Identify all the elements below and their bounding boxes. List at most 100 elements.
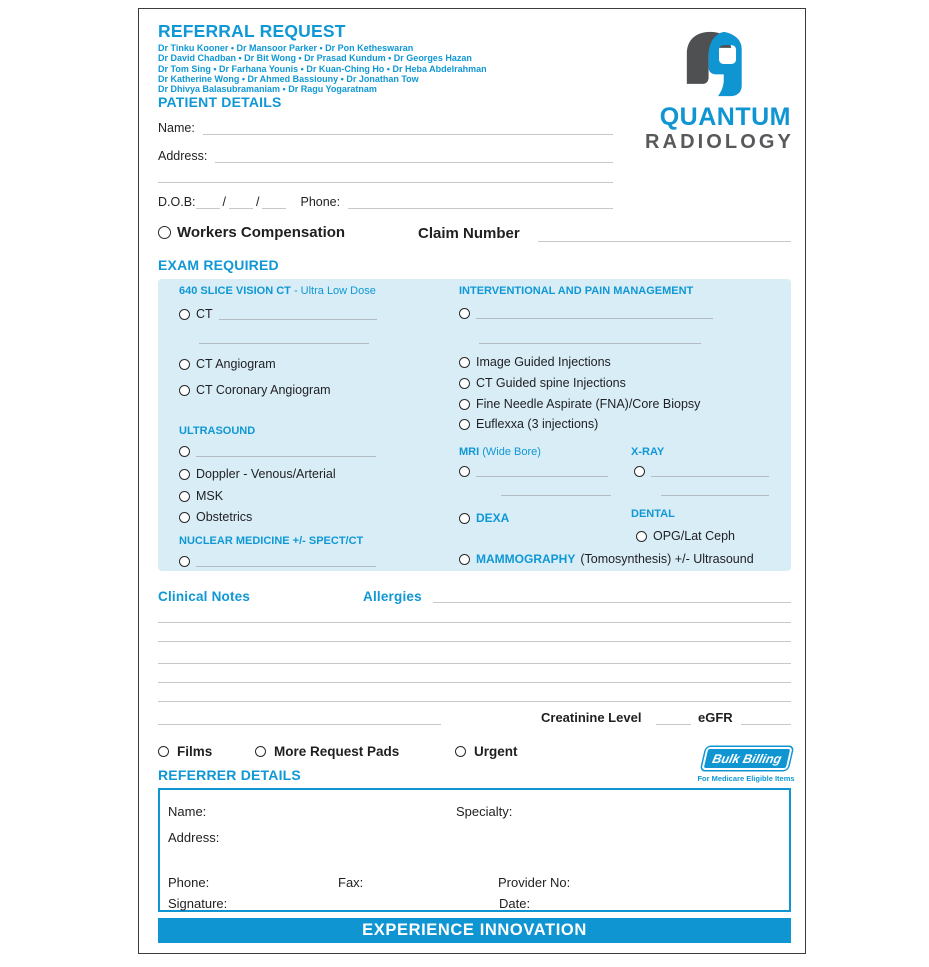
opg-lat-ceph-option: OPG/Lat Ceph	[636, 529, 735, 543]
dob-label: D.O.B:	[158, 195, 196, 209]
euflexxa-radio[interactable]	[459, 418, 470, 430]
more-request-pads-radio[interactable]	[255, 746, 266, 757]
ct-section-title: 640 SLICE VISION CT	[179, 285, 291, 297]
address-label: Address:	[158, 149, 208, 163]
mammography-radio[interactable]	[459, 553, 470, 565]
ct-angiogram-radio[interactable]	[179, 358, 190, 370]
mammography-suffix: (Tomosynthesis) +/- Ultrasound	[580, 552, 754, 566]
mri-input-line-2[interactable]	[501, 495, 611, 496]
doppler-label: Doppler - Venous/Arterial	[196, 467, 336, 481]
bulk-billing-subtext: For Medicare Eligible Items	[697, 774, 795, 783]
workers-compensation-radio[interactable]	[158, 226, 171, 239]
dob-slash: /	[256, 195, 260, 209]
nuclear-medicine-input-line[interactable]	[196, 555, 376, 567]
creatinine-input-line[interactable]	[656, 724, 691, 725]
more-request-pads-option: More Request Pads	[255, 744, 399, 759]
films-radio[interactable]	[158, 746, 169, 757]
ct-input-line[interactable]	[218, 308, 377, 320]
exam-required-heading: EXAM REQUIRED	[158, 257, 279, 273]
clinical-notes-line[interactable]	[158, 641, 791, 642]
msk-label: MSK	[196, 489, 224, 503]
ct-coronary-angiogram-label: CT Coronary Angiogram	[196, 383, 331, 397]
phone-label: Phone:	[300, 195, 341, 209]
page-title: REFERRAL REQUEST	[158, 21, 346, 41]
claim-number-input-line[interactable]	[538, 241, 791, 242]
fna-core-biopsy-option: Fine Needle Aspirate (FNA)/Core Biopsy	[459, 397, 700, 411]
mri-title: MRI	[459, 446, 480, 458]
address-input-line[interactable]	[215, 149, 613, 163]
ct-angiogram-option: CT Angiogram	[179, 357, 276, 371]
urgent-radio[interactable]	[455, 746, 466, 757]
interventional-input-line[interactable]	[476, 307, 713, 319]
egfr-input-line[interactable]	[741, 724, 791, 725]
mri-radio[interactable]	[459, 465, 470, 477]
xray-input-line[interactable]	[651, 465, 769, 477]
clinical-notes-line[interactable]	[158, 682, 791, 683]
ct-coronary-angiogram-radio[interactable]	[179, 384, 190, 396]
phone-input-line[interactable]	[348, 195, 613, 209]
euflexxa-label: Euflexxa (3 injections)	[476, 417, 599, 431]
obstetrics-radio[interactable]	[179, 511, 190, 523]
referrer-provider-label: Provider No:	[498, 875, 571, 890]
msk-option: MSK	[179, 489, 223, 503]
interventional-input-line-2[interactable]	[479, 343, 701, 344]
films-option: Films	[158, 744, 212, 759]
euflexxa-option: Euflexxa (3 injections)	[459, 417, 598, 431]
xray-input-line-2[interactable]	[661, 495, 769, 496]
logo-wordmark: QUANTUM RADIOLOGY	[579, 104, 791, 154]
dob-year-line[interactable]	[262, 195, 287, 209]
clinical-notes-heading: Clinical Notes	[158, 589, 251, 604]
workers-compensation-option: Workers Compensation	[158, 224, 345, 241]
obstetrics-option: Obstetrics	[179, 510, 252, 524]
ultrasound-radio[interactable]	[179, 445, 190, 457]
doctor-list-line: Dr Tinku Kooner • Dr Mansoor Parker • Dr…	[158, 43, 414, 53]
dexa-radio[interactable]	[459, 512, 470, 524]
image-guided-injections-radio[interactable]	[459, 356, 470, 368]
name-input-line[interactable]	[202, 121, 613, 135]
urgent-option: Urgent	[455, 744, 518, 759]
logo-text-quantum: QUANTUM	[659, 103, 791, 131]
mammography-option: MAMMOGRAPHY (Tomosynthesis) +/- Ultrasou…	[459, 552, 754, 566]
obstetrics-label: Obstetrics	[196, 510, 253, 524]
patient-details-heading: PATIENT DETAILS	[158, 94, 282, 110]
allergies-heading: Allergies	[363, 589, 422, 604]
mri-input-line[interactable]	[476, 465, 608, 477]
mri-subtitle: (Wide Bore)	[482, 446, 541, 458]
clinical-notes-line[interactable]	[158, 724, 441, 725]
dental-heading: DENTAL	[631, 508, 675, 520]
referrer-signature-label: Signature:	[168, 896, 228, 911]
clinical-notes-line[interactable]	[158, 663, 791, 664]
referrer-details-box: Name: Specialty: Address: Phone: Fax: Pr…	[158, 788, 791, 912]
opg-lat-ceph-radio[interactable]	[636, 530, 647, 542]
image-guided-injections-label: Image Guided Injections	[476, 355, 611, 369]
doppler-radio[interactable]	[179, 468, 190, 480]
ct-option-label: CT	[196, 307, 213, 321]
nuclear-medicine-radio[interactable]	[179, 555, 190, 567]
xray-radio[interactable]	[634, 465, 645, 477]
nuclear-medicine-option	[179, 555, 376, 567]
interventional-radio[interactable]	[459, 307, 470, 319]
patient-name-row: Name:	[158, 121, 613, 135]
dob-day-line[interactable]	[195, 195, 220, 209]
ultrasound-input-line[interactable]	[196, 445, 376, 457]
allergies-input-line[interactable]	[433, 602, 791, 603]
msk-radio[interactable]	[179, 490, 190, 502]
more-request-pads-label: More Request Pads	[274, 744, 400, 759]
quantum-radiology-logo-icon	[679, 29, 759, 104]
referrer-specialty-label: Specialty:	[456, 804, 513, 819]
fna-core-biopsy-radio[interactable]	[459, 398, 470, 410]
films-label: Films	[177, 744, 213, 759]
clinical-notes-line[interactable]	[158, 701, 791, 702]
ct-input-line-2[interactable]	[199, 343, 369, 344]
dob-month-line[interactable]	[229, 195, 253, 209]
creatinine-level-label: Creatinine Level	[541, 710, 642, 725]
clinical-notes-line[interactable]	[158, 622, 791, 623]
ct-radio[interactable]	[179, 308, 190, 320]
fna-core-biopsy-label: Fine Needle Aspirate (FNA)/Core Biopsy	[476, 397, 701, 411]
urgent-label: Urgent	[474, 744, 518, 759]
ct-guided-spine-radio[interactable]	[459, 377, 470, 389]
name-label: Name:	[158, 121, 195, 135]
mri-option	[459, 465, 608, 477]
address-input-line-2[interactable]	[158, 182, 613, 183]
footer-banner: EXPERIENCE INNOVATION	[158, 918, 791, 943]
